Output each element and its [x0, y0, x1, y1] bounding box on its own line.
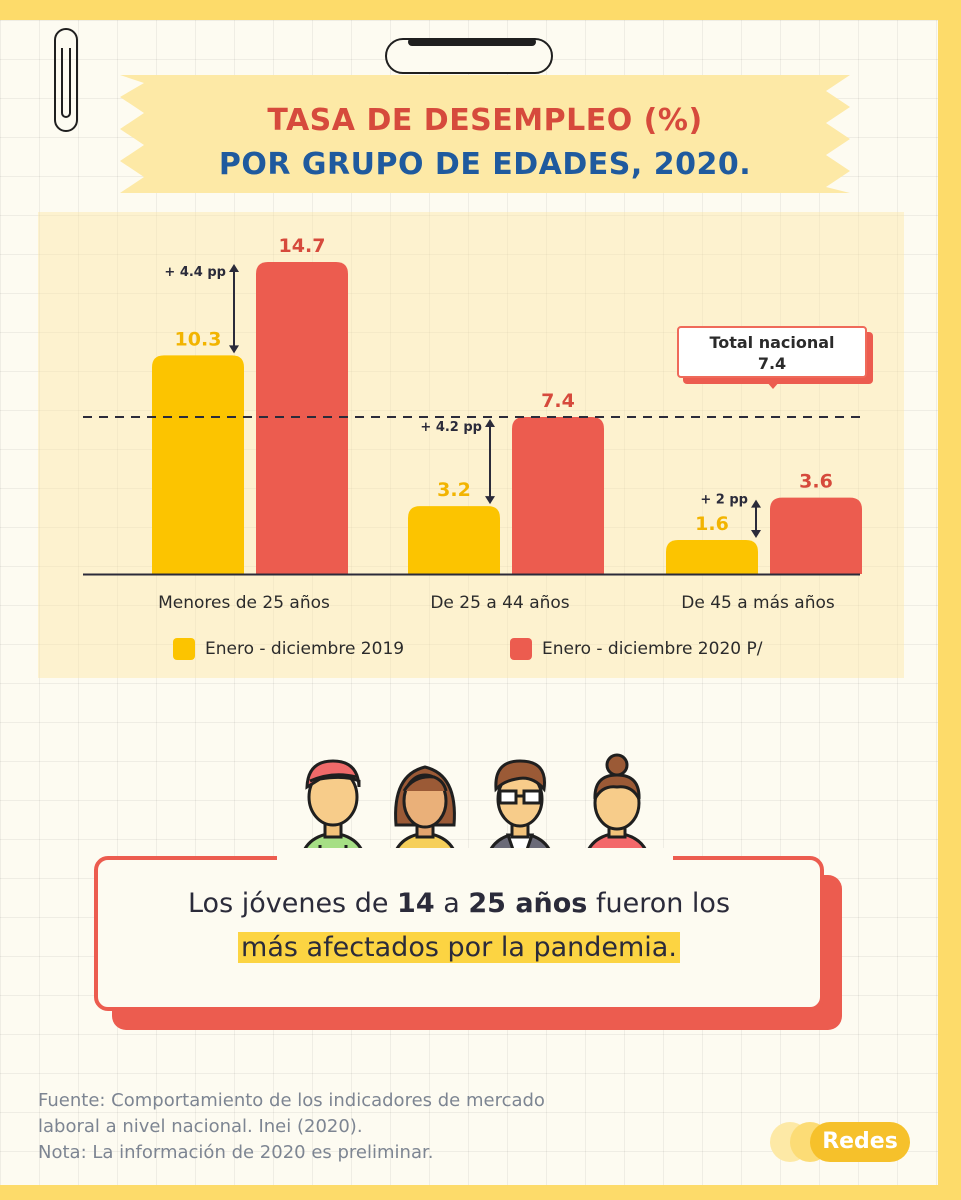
message-age-max: 25 años [468, 888, 588, 919]
callout-pointer [766, 381, 780, 389]
bar-0-0 [152, 355, 244, 574]
message-line2: más afectados por la pandemia. [94, 932, 824, 963]
message-text-a: Los jóvenes de [187, 888, 398, 919]
message-line1: Los jóvenes de 14 a 25 años fueron los [94, 888, 824, 919]
banner-ribbon [120, 75, 850, 193]
total-nacional-callout: Total nacional 7.4 [677, 326, 867, 378]
legend-item-2020: Enero - diciembre 2020 P/ [510, 638, 762, 660]
callout-value: 7.4 [757, 354, 787, 373]
bar-0-1 [408, 506, 500, 574]
legend-swatch-2020 [510, 638, 532, 660]
data-label-1-1: 7.4 [541, 390, 575, 412]
tick-label-2: De 45 a más años [681, 593, 835, 613]
diff-label-1: + 4.2 pp [420, 420, 482, 435]
bar-0-2 [666, 540, 758, 574]
logo-text: Redes [810, 1122, 910, 1162]
data-label-0-1: 3.2 [437, 479, 471, 501]
callout-label: Total nacional [709, 333, 835, 352]
data-label-1-2: 3.6 [799, 471, 833, 493]
infographic-sheet: TASA DE DESEMPLEO (%) POR GRUPO DE EDADE… [0, 20, 938, 1185]
legend-swatch-2019 [173, 638, 195, 660]
clipboard-clip-bar [408, 38, 536, 46]
bar-1-1 [512, 416, 604, 574]
chart-title-line2: POR GRUPO DE EDADES, 2020. [218, 147, 752, 182]
diff-label-2: + 2 pp [700, 493, 748, 508]
diff-label-0: + 4.4 pp [164, 265, 226, 280]
source-line1: Fuente: Comportamiento de los indicadore… [38, 1090, 545, 1111]
source-line2: laboral a nivel nacional. Inei (2020). [38, 1116, 363, 1137]
chart-panel: 10.3 14.7 Menores de 25 años + 4.4 pp 3.2 7.4… [38, 212, 904, 678]
diff-arrow-head-bottom-1 [485, 496, 495, 505]
diff-arrow-head-top-0 [229, 264, 239, 272]
message-text-c: a [434, 888, 469, 919]
message-box-gap [277, 848, 673, 864]
message-age-min: 14 [397, 888, 435, 919]
tick-label-1: De 25 a 44 años [430, 593, 569, 613]
bar-chart: 10.3 14.7 Menores de 25 años + 4.4 pp 3.2 7.4… [83, 235, 862, 613]
bar-1-2 [770, 497, 862, 574]
legend-item-2019: Enero - diciembre 2019 [173, 638, 404, 660]
message-text-e: fueron los [587, 888, 731, 919]
redes-logo: Redes [770, 1122, 915, 1162]
diff-arrow-head-bottom-2 [751, 530, 761, 539]
data-label-0-0: 10.3 [175, 328, 222, 350]
diff-arrow-head-top-2 [751, 499, 761, 508]
data-label-0-2: 1.6 [695, 513, 729, 535]
bar-1-0 [256, 262, 348, 574]
legend-label-2020: Enero - diciembre 2020 P/ [542, 639, 763, 659]
chart-title-line1: TASA DE DESEMPLEO (%) [267, 103, 703, 138]
title-banner: TASA DE DESEMPLEO (%) POR GRUPO DE EDADE… [120, 75, 850, 193]
data-label-1-0: 14.7 [279, 235, 326, 257]
source-line3: Nota: La información de 2020 es prelimin… [38, 1142, 434, 1163]
legend-label-2019: Enero - diciembre 2019 [205, 639, 405, 659]
paperclip-icon [54, 28, 78, 132]
tick-label-0: Menores de 25 años [158, 593, 330, 613]
source-note: Fuente: Comportamiento de los indicadore… [38, 1088, 678, 1166]
message-highlight: más afectados por la pandemia. [238, 932, 680, 963]
diff-arrow-head-bottom-0 [229, 345, 239, 354]
diff-arrow-head-top-1 [485, 418, 495, 427]
